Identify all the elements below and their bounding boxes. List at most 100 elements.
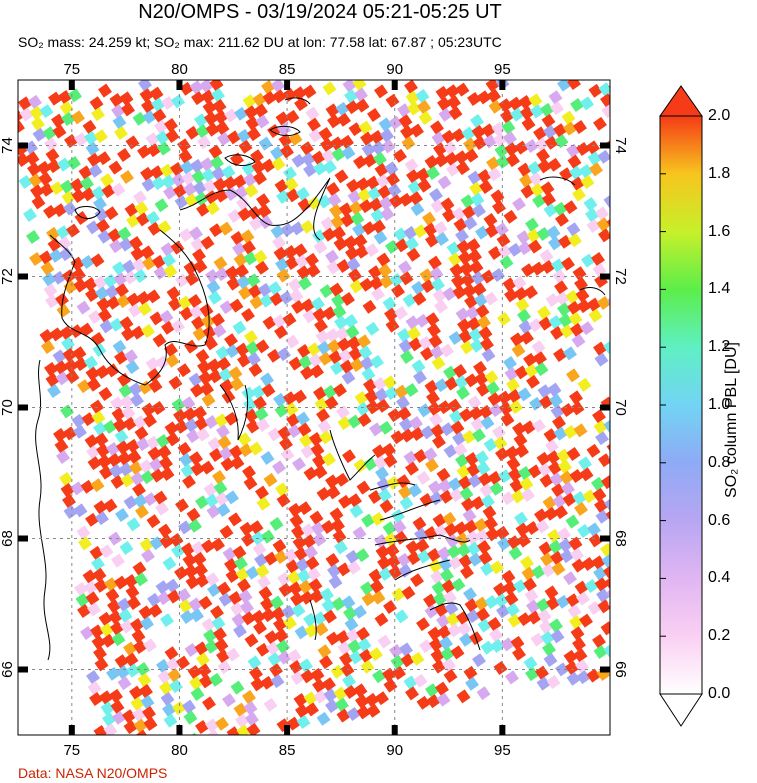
- so2-pixel: [448, 106, 463, 121]
- so2-pixel: [356, 177, 370, 192]
- so2-pixel: [432, 434, 446, 449]
- so2-pixel: [183, 710, 198, 725]
- so2-pixel: [18, 153, 30, 167]
- so2-pixel: [178, 520, 192, 535]
- so2-pixel: [322, 227, 336, 242]
- so2-pixel: [397, 328, 411, 342]
- so2-pixel: [207, 358, 221, 373]
- so2-pixel: [225, 344, 240, 359]
- so2-pixel: [119, 91, 134, 106]
- so2-pixel: [545, 439, 559, 454]
- so2-pixel: [566, 222, 581, 237]
- so2-pixel: [319, 655, 333, 670]
- so2-pixel: [179, 452, 193, 467]
- so2-pixel: [84, 355, 98, 370]
- so2-pixel: [188, 372, 203, 387]
- so2-pixel: [119, 462, 133, 477]
- so2-pixel: [243, 701, 258, 715]
- so2-pixel: [375, 466, 389, 481]
- so2-pixel: [362, 299, 377, 314]
- so2-pixel: [125, 360, 140, 375]
- so2-pixel: [456, 239, 471, 254]
- so2-pixel: [550, 404, 565, 419]
- so2-pixel: [403, 675, 418, 690]
- so2-pixel: [136, 212, 150, 227]
- so2-pixel: [141, 177, 156, 192]
- so2-pixel: [185, 575, 200, 590]
- so2-pixel: [492, 200, 506, 215]
- so2-pixel: [249, 666, 263, 681]
- so2-pixel: [57, 157, 71, 172]
- so2-pixel: [539, 249, 554, 263]
- so2-pixel: [490, 189, 505, 204]
- so2-pixel: [45, 294, 59, 309]
- so2-pixel: [348, 493, 362, 508]
- so2-pixel: [423, 222, 438, 237]
- so2-pixel: [531, 340, 546, 355]
- so2-pixel: [233, 174, 247, 189]
- so2-pixel: [440, 343, 454, 358]
- so2-pixel: [236, 275, 251, 289]
- so2-pixel: [581, 253, 595, 268]
- so2-pixel: [165, 578, 180, 593]
- so2-pixel: [247, 352, 261, 366]
- so2-pixel: [481, 348, 496, 363]
- so2-pixel: [54, 439, 69, 453]
- so2-pixel: [526, 228, 541, 243]
- so2-pixel: [460, 565, 474, 580]
- so2-pixel: [111, 632, 126, 647]
- so2-pixel: [587, 601, 602, 615]
- so2-pixel: [138, 380, 153, 395]
- so2-pixel: [139, 684, 153, 698]
- so2-pixel: [475, 529, 490, 543]
- so2-pixel: [195, 720, 209, 734]
- so2-pixel: [311, 521, 325, 536]
- so2-pixel: [474, 293, 488, 308]
- so2-pixel: [566, 671, 581, 686]
- so2-pixel: [536, 148, 550, 163]
- so2-pixel: [311, 150, 326, 165]
- so2-pixel: [245, 712, 259, 726]
- so2-pixel: [217, 581, 231, 596]
- so2-pixel: [47, 237, 62, 252]
- so2-pixel: [363, 457, 378, 471]
- so2-pixel: [197, 663, 212, 678]
- so2-pixel: [59, 101, 74, 115]
- so2-pixel: [371, 590, 386, 605]
- so2-pixel: [507, 535, 521, 550]
- so2-pixel: [248, 363, 263, 377]
- so2-pixel: [411, 280, 425, 295]
- island-5: [539, 176, 576, 186]
- so2-pixel: [389, 273, 404, 287]
- so2-pixel: [536, 451, 551, 466]
- so2-pixel: [344, 617, 359, 632]
- so2-pixel: [362, 221, 376, 236]
- so2-pixel: [204, 111, 218, 126]
- so2-pixel: [112, 261, 126, 276]
- so2-pixel: [302, 534, 317, 549]
- so2-pixel: [380, 128, 394, 143]
- so2-pixel: [18, 109, 24, 123]
- so2-pixel: [582, 489, 597, 504]
- so2-pixel: [194, 416, 209, 431]
- so2-pixel: [162, 702, 176, 717]
- so2-pixel: [216, 649, 230, 664]
- so2-pixel: [612, 181, 626, 195]
- so2-pixel: [431, 581, 446, 595]
- so2-pixel: [155, 580, 170, 595]
- so2-pixel: [181, 396, 196, 411]
- so2-pixel: [472, 203, 486, 218]
- so2-pixel: [387, 183, 402, 198]
- so2-pixel: [507, 613, 522, 628]
- so2-pixel: [87, 377, 101, 392]
- so2-pixel: [411, 359, 426, 374]
- so2-pixel: [285, 109, 300, 124]
- so2-pixel: [146, 289, 161, 304]
- so2-pixel: [171, 173, 186, 187]
- so2-pixel: [455, 307, 470, 322]
- coastline-west: [35, 359, 51, 661]
- so2-pixel: [499, 401, 513, 416]
- so2-pixel: [586, 140, 600, 155]
- so2-pixel: [338, 494, 352, 509]
